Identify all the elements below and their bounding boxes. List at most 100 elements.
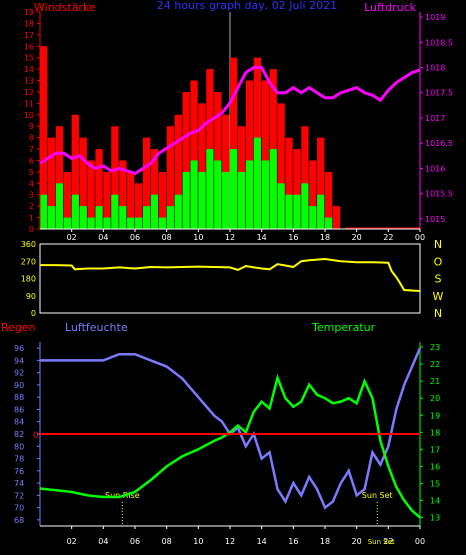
wind-bar (230, 149, 238, 229)
wind-bar (277, 183, 285, 229)
wind-tick-label: 14 (24, 65, 34, 74)
wind-tick-label: 9 (29, 122, 34, 131)
wind-bar (63, 217, 72, 229)
wind-bar (245, 160, 254, 229)
time-tick-label: 02 (67, 537, 77, 546)
time-tick-label: 00 (415, 537, 425, 546)
time-tick-label: 16 (288, 233, 298, 242)
wind-tick-label: 7 (29, 145, 34, 154)
compass-label: N (434, 307, 442, 320)
wind-bar (269, 149, 277, 229)
compass-label: W (433, 290, 444, 303)
wind-bar (142, 206, 151, 229)
humidity-tick-label: 84 (14, 418, 24, 427)
wind-bar (237, 171, 246, 229)
wind-bar (40, 194, 48, 229)
pressure-tick-label: 1018.5 (425, 38, 453, 47)
gust-bar (309, 160, 317, 229)
humidity-tick-label: 92 (14, 369, 24, 378)
wind-bar (309, 206, 317, 229)
gust-bar (293, 149, 301, 229)
gust-bar (277, 103, 285, 229)
wind-bar (55, 183, 64, 229)
gust-bar (142, 137, 151, 229)
wind-tick-label: 2 (29, 202, 34, 211)
wind-tick-label: 5 (29, 168, 34, 177)
gust-bar (261, 80, 269, 230)
gust-bar (79, 137, 87, 229)
wind-bar (198, 171, 206, 229)
time-tick-label: 08 (162, 233, 172, 242)
gust-bar (103, 171, 111, 229)
wind-bar (71, 194, 79, 229)
wind-tick-label: 6 (29, 156, 34, 165)
time-tick-label: 08 (162, 537, 172, 546)
gust-bar (158, 171, 167, 229)
wind-bar (261, 160, 269, 229)
wind-bar (301, 183, 309, 229)
wind-tick-label: 18 (24, 19, 34, 28)
wind-bar (285, 194, 293, 229)
humidity-tick-label: 76 (14, 467, 24, 476)
gust-bar (245, 80, 254, 230)
temperature-tick-label: 22 (430, 360, 440, 369)
time-tick-label: 18 (320, 233, 330, 242)
wind-bar (325, 217, 333, 229)
wind-bar (111, 194, 119, 229)
time-tick-label: 12 (225, 537, 235, 546)
time-tick-label: 10 (193, 233, 203, 242)
gust-bar (150, 149, 159, 229)
sunset-axis-label: Sun Set (368, 538, 395, 546)
time-tick-label: 18 (320, 537, 330, 546)
gust-bar (87, 160, 95, 229)
time-tick-label: 04 (98, 537, 108, 546)
humidity-tick-label: 72 (14, 491, 24, 500)
pressure-tick-label: 1015 (425, 215, 445, 224)
temperature-tick-label: 13 (430, 513, 440, 522)
gust-bar (95, 149, 103, 229)
humidity-tick-label: 90 (14, 381, 24, 390)
humidity-tick-label: 70 (14, 504, 24, 513)
wind-tick-label: 1 (29, 214, 34, 223)
time-tick-label: 06 (130, 233, 140, 242)
time-tick-label: 12 (225, 233, 235, 242)
rain-zero-label: 0 (33, 431, 39, 441)
pressure-tick-label: 1015.5 (425, 190, 453, 199)
temperature-tick-label: 14 (430, 496, 440, 505)
wind-tick-label: 19 (24, 8, 34, 17)
humidity-tick-label: 88 (14, 393, 24, 402)
humidity-tick-label: 86 (14, 405, 24, 414)
wind-tick-label: 15 (24, 54, 34, 63)
wind-bar (87, 217, 95, 229)
gust-bar (190, 80, 198, 230)
wind-direction-line (40, 257, 421, 292)
direction-tick-label: 90 (26, 292, 36, 301)
gust-bar (135, 183, 143, 229)
direction-tick-label: 180 (21, 275, 36, 284)
gust-bar (182, 91, 190, 230)
pressure-axis-title: Luftdruck (364, 1, 416, 14)
temperature-tick-label: 15 (430, 479, 440, 488)
humidity-tick-label: 74 (14, 479, 24, 488)
wind-bar (135, 217, 143, 229)
wind-bar (47, 206, 56, 229)
gust-bar (301, 126, 309, 229)
pressure-tick-label: 1017.5 (425, 89, 453, 98)
direction-tick-label: 270 (21, 257, 36, 266)
time-tick-label: 22 (383, 537, 393, 546)
wind-tick-label: 16 (24, 42, 34, 51)
wind-tick-label: 11 (24, 99, 34, 108)
temperature-tick-label: 23 (430, 343, 440, 352)
gust-bar (63, 171, 72, 229)
wind-bar (166, 206, 174, 229)
wind-axis-title: Windstärke (34, 1, 96, 14)
wind-bar (253, 137, 262, 229)
wind-bar (222, 171, 230, 229)
wind-bar (214, 160, 222, 229)
wind-tick-label: 17 (24, 31, 34, 40)
temperature-tick-label: 18 (430, 428, 440, 437)
time-tick-label: 16 (288, 537, 298, 546)
wind-bar (190, 160, 198, 229)
direction-tick-label: 360 (21, 240, 36, 249)
